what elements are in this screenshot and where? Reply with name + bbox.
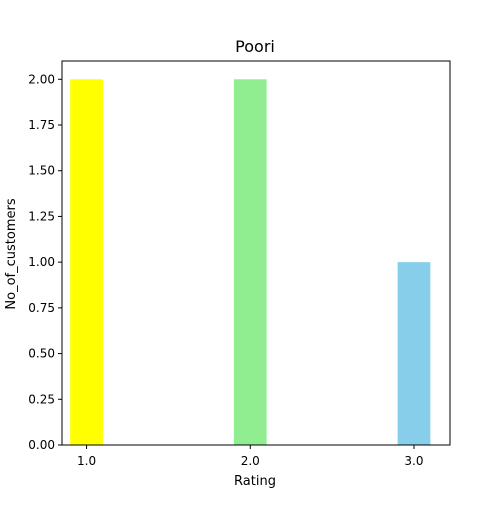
bars: [70, 79, 431, 446]
y-tick-label: 1.50: [28, 164, 55, 178]
y-tick-label: 0.25: [28, 392, 55, 406]
y-axis-ticks: 0.00 0.25 0.50 0.75 1.00 1.25 1.50 1.75 2.00: [28, 72, 62, 452]
y-tick-label: 0.00: [28, 438, 55, 452]
plot-frame: [61, 60, 451, 446]
y-tick-label: 0.50: [28, 347, 55, 361]
bar-3.0: [397, 262, 431, 445]
y-axis-label: No_of_customers: [4, 198, 19, 309]
y-tick-label: 1.25: [28, 209, 55, 223]
x-tick-label: 3.0: [404, 454, 423, 468]
x-tick-label: 2.0: [241, 454, 260, 468]
x-tick-label: 1.0: [77, 454, 96, 468]
y-tick-label: 2.00: [28, 72, 55, 86]
chart-title: Poori: [235, 37, 275, 56]
y-tick-label: 1.75: [28, 118, 55, 132]
y-tick-label: 0.75: [28, 301, 55, 315]
bar-1.0: [70, 79, 103, 446]
x-axis-label: Rating: [234, 474, 276, 489]
bar-2.0: [233, 79, 267, 446]
x-axis-ticks: 1.0 2.0 3.0: [77, 445, 424, 468]
y-tick-label: 1.00: [28, 255, 55, 269]
